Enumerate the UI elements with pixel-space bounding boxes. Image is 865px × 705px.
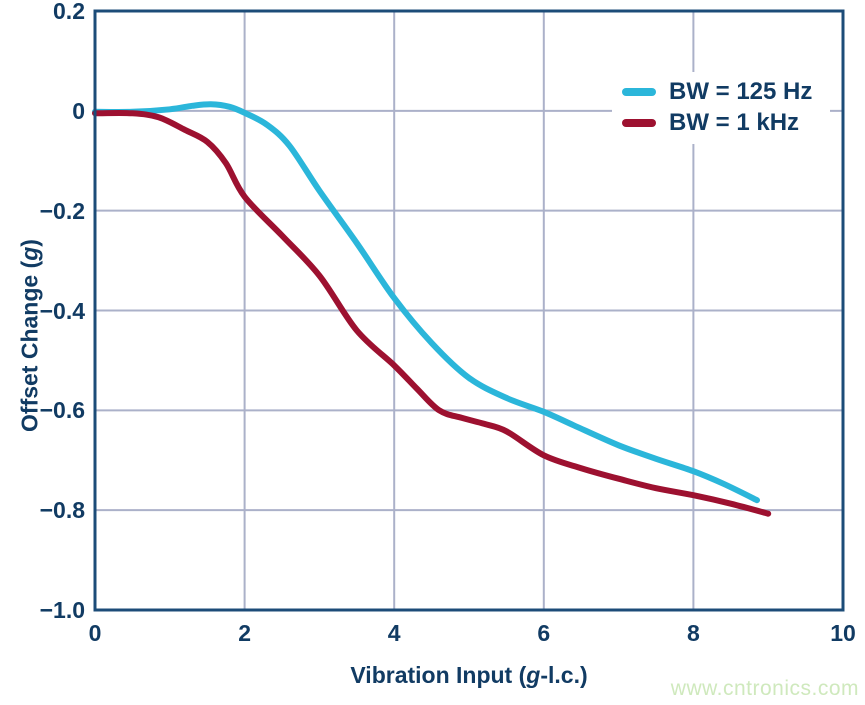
x-axis-title-text: Vibration Input ( [350, 662, 527, 688]
y-axis-title-italic-g: g [16, 246, 43, 261]
legend: BW = 125 Hz BW = 1 kHz [612, 72, 831, 144]
x-tick-label: 4 [387, 620, 401, 646]
series-line-bw-1-khz [92, 110, 772, 517]
y-axis-title: Offset Change (g) [17, 186, 44, 486]
x-axis-title-italic-g: g [526, 662, 541, 688]
legend-item: BW = 125 Hz [622, 76, 812, 107]
gridlines [95, 11, 843, 610]
y-tick-label: −0.6 [39, 397, 85, 424]
x-tick-label: 10 [830, 620, 856, 646]
legend-label: BW = 1 kHz [669, 108, 800, 136]
legend-swatch [622, 118, 656, 127]
y-tick-label: 0 [72, 97, 85, 124]
y-axis-title-text: Offset Change ( [16, 260, 43, 432]
x-axis-title-close: -l.c.) [540, 662, 588, 688]
plot-border [93, 9, 845, 612]
y-tick-label: −0.2 [39, 197, 85, 224]
watermark: www.cntronics.com [670, 677, 859, 700]
y-tick-label: −0.4 [39, 297, 85, 324]
legend-swatch [622, 87, 656, 96]
x-tick-label: 8 [686, 620, 700, 646]
legend-label: BW = 125 Hz [669, 77, 813, 105]
x-tick-label: 2 [238, 620, 251, 646]
series-line-bw-125-hz [92, 101, 760, 504]
y-tick-label: −0.8 [39, 497, 85, 524]
legend-item: BW = 1 kHz [622, 107, 812, 138]
x-tick-label: 6 [537, 620, 551, 646]
y-axis-title-close: ) [16, 239, 43, 247]
y-tick-label: −1.0 [39, 597, 85, 623]
x-axis-title: Vibration Input (g-l.c.) [95, 662, 843, 689]
x-tick-label: 0 [88, 620, 102, 646]
y-tick-label: 0.2 [53, 0, 85, 24]
series-curves [92, 101, 772, 517]
